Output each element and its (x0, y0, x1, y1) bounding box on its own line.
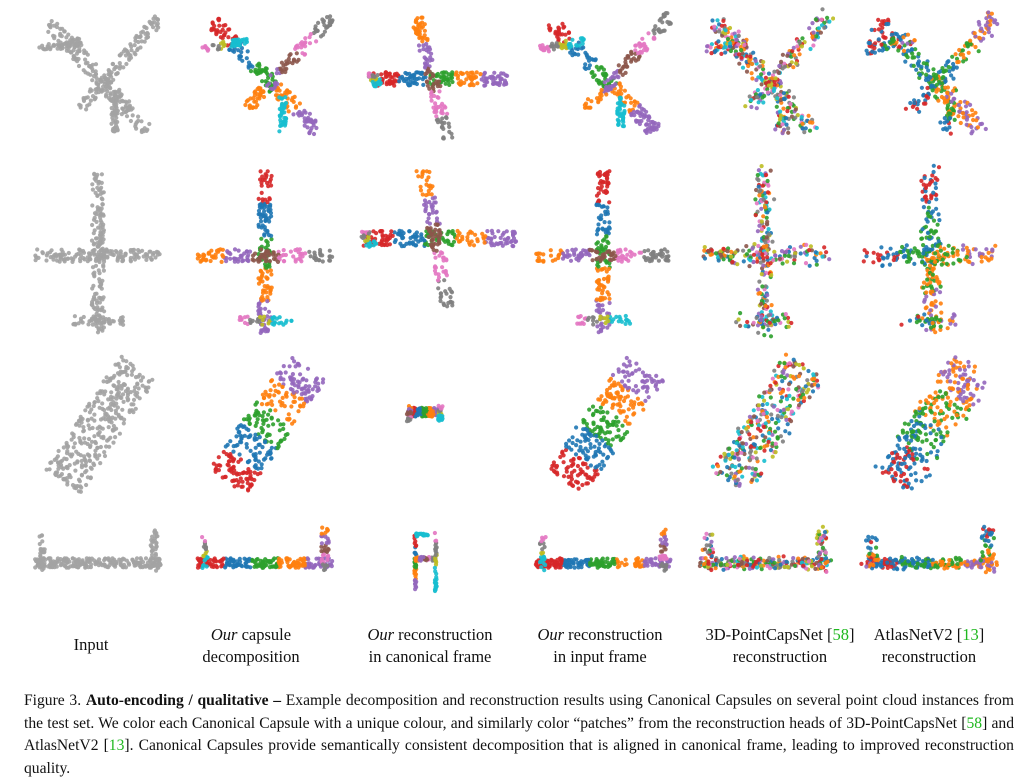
point-cloud-r2-capsule (190, 162, 340, 342)
point-cloud-r3-input (28, 350, 168, 500)
point-cloud-r2-pointcaps (695, 162, 835, 342)
label-canonical-reconstruction: Our reconstruction in canonical frame (367, 625, 493, 666)
label-pointcapsnet: 3D-PointCapsNet [58] reconstruction (705, 625, 855, 666)
caption-citation-13[interactable]: 13 (108, 737, 125, 755)
point-cloud-r1-input (28, 4, 168, 154)
figure-caption: Figure 3. Auto-encoding / qualitative – … (24, 690, 1014, 780)
point-cloud-r1-canonical (355, 4, 525, 154)
point-cloud-r4-input (28, 515, 168, 595)
caption-bold-title: Auto-encoding / qualitative – (85, 692, 282, 709)
point-cloud-r3-input-frame (528, 350, 678, 500)
point-cloud-r1-capsule (190, 4, 340, 154)
caption-citation-58[interactable]: 58 (966, 714, 983, 732)
point-cloud-r2-input (28, 162, 168, 342)
point-cloud-r2-canonical (355, 162, 525, 342)
label-atlasnetv2: AtlasNetV2 [13] reconstruction (873, 625, 985, 666)
point-cloud-r4-canonical (355, 515, 525, 595)
caption-text-1: Example decomposition and reconstruction… (24, 692, 1014, 732)
point-cloud-r1-input-frame (528, 4, 678, 154)
point-cloud-r3-pointcaps (695, 350, 835, 500)
citation-58[interactable]: 58 (832, 625, 849, 644)
caption-text-3: ]. Canonical Capsules provide semantical… (24, 737, 1014, 777)
label-input-frame-reconstruction: Our reconstruction in input frame (537, 625, 663, 666)
caption-text-2: ] and AtlasNetV2 [ (24, 714, 1014, 755)
label-input: Input (73, 635, 109, 654)
caption-prefix: Figure 3. (24, 692, 86, 709)
point-cloud-r4-pointcaps (695, 515, 835, 595)
point-cloud-r4-input-frame (528, 515, 678, 595)
point-cloud-r1-atlasnet (858, 4, 1003, 154)
citation-13[interactable]: 13 (962, 625, 979, 644)
label-capsule-decomposition: Our capsule decomposition (202, 625, 300, 666)
point-cloud-r3-canonical (355, 350, 525, 500)
figure-grid (28, 4, 1003, 595)
point-cloud-r2-input-frame (528, 162, 678, 342)
point-cloud-r3-atlasnet (858, 350, 1003, 500)
point-cloud-r4-atlasnet (858, 515, 1003, 595)
point-cloud-r3-capsule (190, 350, 340, 500)
point-cloud-r4-capsule (190, 515, 340, 595)
point-cloud-r2-atlasnet (858, 162, 1003, 342)
point-cloud-r1-pointcaps (695, 4, 835, 154)
